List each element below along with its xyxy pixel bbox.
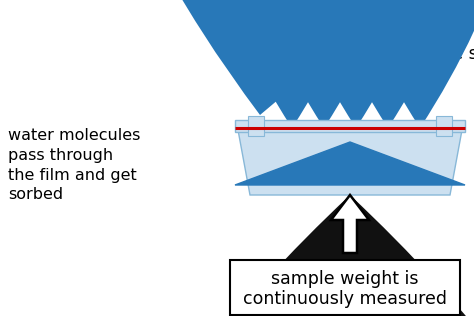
Text: temperature, humidity: temperature, humidity [355,22,474,40]
Text: sample weight is: sample weight is [271,270,419,288]
Polygon shape [235,142,465,185]
Bar [230,260,460,315]
Polygon shape [331,195,369,253]
Polygon shape [248,116,264,136]
Text: water molecules
pass through
the film and get
sorbed: water molecules pass through the film an… [8,128,140,203]
Polygon shape [235,120,465,132]
Text: and flow are set: and flow are set [355,45,474,63]
Polygon shape [436,116,452,136]
Text: continuously measured: continuously measured [243,289,447,307]
Polygon shape [238,130,462,195]
